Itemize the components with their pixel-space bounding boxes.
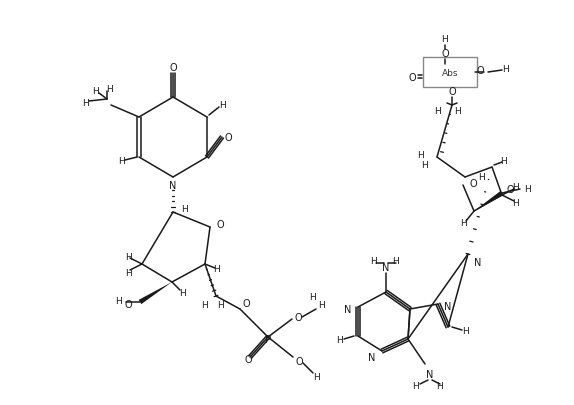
Polygon shape bbox=[139, 282, 172, 305]
Text: H: H bbox=[463, 327, 470, 336]
Text: H: H bbox=[503, 65, 509, 74]
Text: O: O bbox=[124, 299, 132, 309]
Text: H: H bbox=[313, 373, 320, 382]
Text: O: O bbox=[408, 73, 416, 83]
Text: H: H bbox=[422, 161, 428, 170]
Text: H: H bbox=[435, 107, 441, 116]
Text: H: H bbox=[309, 293, 315, 302]
Text: H: H bbox=[441, 35, 448, 45]
Text: H: H bbox=[106, 85, 113, 94]
Text: N: N bbox=[426, 369, 434, 379]
Text: P: P bbox=[265, 334, 271, 344]
Text: O: O bbox=[216, 220, 224, 230]
Text: O: O bbox=[242, 298, 250, 308]
Text: O: O bbox=[448, 87, 456, 97]
Text: H: H bbox=[455, 107, 461, 116]
Text: O: O bbox=[169, 63, 177, 73]
Text: H: H bbox=[125, 268, 131, 277]
Text: H: H bbox=[336, 336, 343, 345]
Text: O: O bbox=[441, 49, 449, 59]
Text: H: H bbox=[216, 300, 223, 309]
Text: N: N bbox=[344, 304, 352, 314]
Text: H: H bbox=[319, 301, 325, 310]
Text: H: H bbox=[513, 183, 519, 192]
Text: H: H bbox=[513, 199, 519, 208]
Text: H: H bbox=[118, 157, 125, 166]
Text: Abs: Abs bbox=[442, 68, 458, 77]
Text: N: N bbox=[369, 352, 376, 362]
Text: H: H bbox=[437, 382, 443, 390]
Text: N: N bbox=[169, 181, 177, 190]
Text: N: N bbox=[444, 301, 452, 311]
Polygon shape bbox=[474, 192, 503, 211]
Text: H: H bbox=[179, 288, 185, 297]
Text: H: H bbox=[92, 87, 98, 96]
Text: H: H bbox=[214, 265, 220, 274]
Text: H: H bbox=[501, 157, 507, 166]
Text: H: H bbox=[82, 99, 88, 108]
Text: O: O bbox=[476, 66, 484, 76]
Text: H: H bbox=[393, 257, 400, 266]
Text: O: O bbox=[224, 133, 232, 143]
Text: O: O bbox=[506, 185, 514, 194]
Text: H: H bbox=[125, 252, 131, 261]
Text: O: O bbox=[294, 312, 302, 322]
Text: O: O bbox=[244, 354, 252, 364]
Text: N: N bbox=[474, 257, 482, 267]
Text: H: H bbox=[413, 382, 420, 390]
Text: H: H bbox=[371, 257, 377, 266]
Text: H: H bbox=[181, 204, 188, 213]
Text: O: O bbox=[295, 356, 303, 366]
Text: H: H bbox=[525, 185, 532, 194]
Text: H: H bbox=[201, 300, 207, 309]
Text: H: H bbox=[115, 296, 121, 305]
Text: O: O bbox=[469, 179, 477, 189]
Text: N: N bbox=[382, 262, 390, 272]
Text: H: H bbox=[479, 173, 486, 182]
Text: H: H bbox=[460, 219, 467, 228]
Text: H: H bbox=[418, 151, 424, 160]
Text: H: H bbox=[220, 101, 226, 110]
